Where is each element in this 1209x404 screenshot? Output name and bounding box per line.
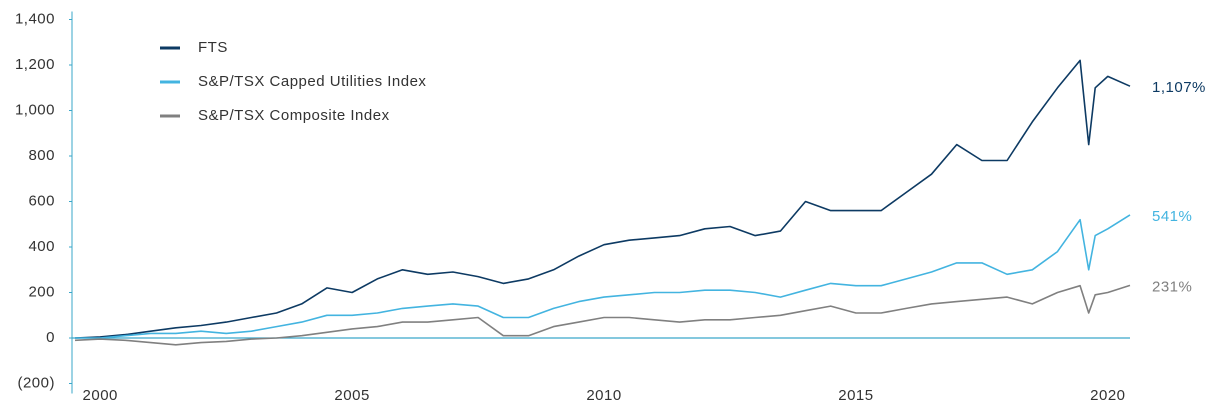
end-label: 1,107% [1152, 79, 1206, 96]
x-tick-label: 2010 [586, 387, 621, 404]
end-label: 231% [1152, 278, 1192, 295]
y-tick-label: 0 [46, 329, 55, 346]
end-label: 541% [1152, 208, 1192, 225]
y-tick-label: 600 [28, 192, 55, 209]
x-tick-label: 2015 [838, 387, 873, 404]
series-line [74, 284, 1131, 346]
y-tick-label: 400 [28, 238, 55, 255]
y-tick-label: 200 [28, 283, 55, 300]
y-tick-label: (200) [17, 374, 55, 391]
series-line [74, 59, 1131, 339]
x-tick-label: 2000 [83, 387, 118, 404]
legend-label: FTS [198, 39, 228, 56]
legend-label: S&P/TSX Capped Utilities Index [198, 73, 426, 90]
series-line [75, 214, 1131, 339]
y-tick-label: 1,400 [15, 10, 55, 27]
y-tick-label: 1,000 [15, 101, 55, 118]
x-tick-label: 2005 [334, 387, 369, 404]
y-tick-label: 800 [28, 147, 55, 164]
x-tick-label: 2020 [1090, 387, 1125, 404]
legend-label: S&P/TSX Composite Index [198, 107, 390, 124]
y-tick-label: 1,200 [15, 56, 55, 73]
